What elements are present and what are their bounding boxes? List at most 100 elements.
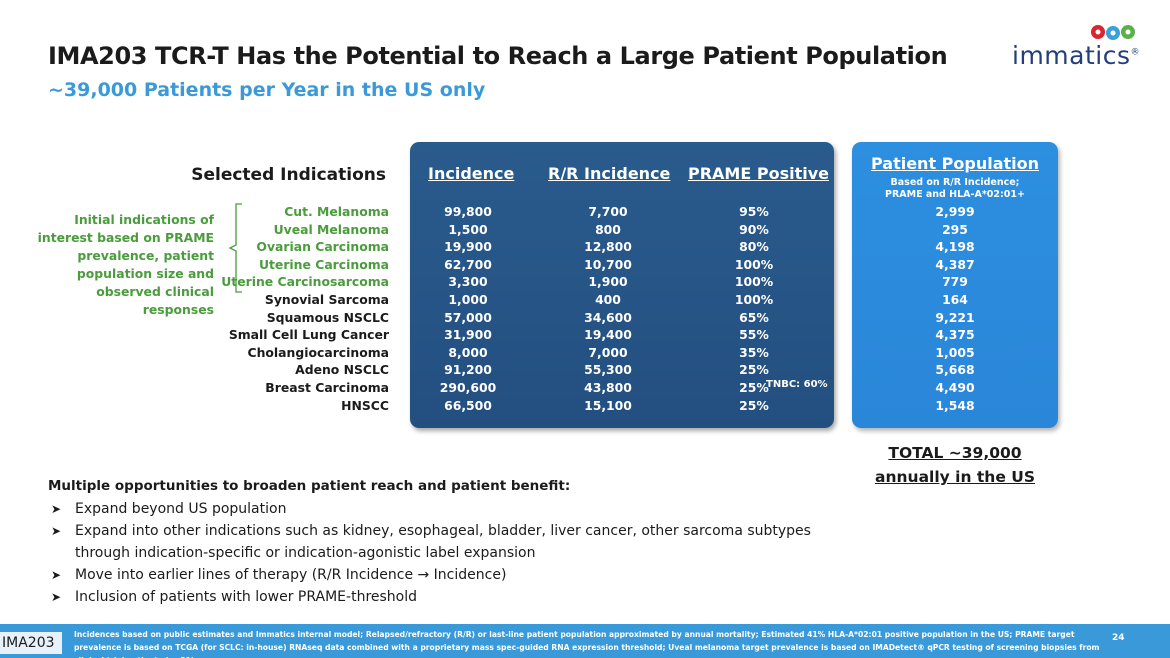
selected-indications-heading: Selected Indications [191, 165, 386, 185]
population-cell: 9,221 [935, 309, 975, 325]
page-title: IMA203 TCR-T Has the Potential to Reach … [48, 42, 948, 70]
indication-label: HNSCC [341, 397, 389, 413]
pp-sub-text: Based on R/R Incidence; PRAME and HLA-A*… [885, 177, 1025, 200]
indication-label: Ovarian Carcinoma [256, 239, 389, 255]
arrow-bullet-icon: ➤ [51, 568, 62, 582]
logo-registered: ® [1130, 47, 1140, 58]
rr-incidence-cell: 400 [595, 291, 621, 307]
prame-cell: 95% [739, 204, 769, 219]
indication-label: Uterine Carcinosarcoma [221, 274, 389, 290]
logo-dots-icon [1091, 25, 1135, 40]
prame-positive-header: PRAME Positive [688, 164, 829, 183]
opportunity-bullet: ➤ Move into earlier lines of therapy (R/R… [48, 564, 838, 586]
footer-bar [0, 624, 1170, 658]
indication-label: Small Cell Lung Cancer [228, 327, 389, 343]
logo-text: IMMATICS [1012, 41, 1131, 70]
population-cell: 1,005 [935, 344, 975, 360]
bracket-icon [228, 203, 242, 293]
footer-footnote: Incidences based on public estimates and… [74, 630, 1100, 658]
incidence-header: Incidence [428, 164, 515, 183]
incidence-cell: 1,500 [448, 221, 488, 237]
incidence-cell: 3,300 [448, 274, 488, 290]
incidence-cell: 1,000 [448, 291, 488, 307]
bullet-text: Expand beyond US population [75, 501, 287, 517]
incidence-cell: 8,000 [448, 344, 488, 360]
incidence-cell: 57,000 [444, 309, 492, 325]
incidence-cell: 19,900 [444, 239, 492, 255]
arrow-bullet-icon: ➤ [51, 590, 62, 604]
bullet-text: Expand into other indications such as ki… [75, 523, 811, 561]
indication-label: Synovial Sarcoma [264, 291, 389, 307]
prame-cell: 80% [739, 239, 769, 255]
opportunities-heading: Multiple opportunities to broaden patien… [48, 478, 571, 494]
patient-population-subheader: Based on R/R Incidence; PRAME and HLA-A*… [852, 177, 1058, 201]
total-line-2: annually in the US [875, 468, 1035, 486]
indication-label: Adeno NSCLC [295, 362, 389, 378]
population-cell: 5,668 [935, 362, 975, 378]
indication-label: Uveal Melanoma [273, 221, 389, 237]
prame-cell: 65% [739, 309, 769, 325]
total-line-1: TOTAL ~39,000 [888, 444, 1022, 462]
total-summary: TOTAL ~39,000 annually in the US [856, 441, 1054, 489]
patient-population-header: Patient Population [870, 154, 1040, 173]
indication-label: Cholangiocarcinoma [247, 344, 390, 360]
rr-incidence-cell: 800 [595, 221, 621, 237]
footer-tag: IMA203 [0, 632, 62, 654]
rr-incidence-cell: 10,700 [584, 256, 632, 272]
prame-cell: 100% [734, 274, 774, 290]
prame-cell: 25% [739, 379, 769, 395]
population-cell: 1,548 [935, 397, 975, 413]
indication-label: Cut. Melanoma [284, 204, 389, 219]
rr-incidence-cell: 15,100 [584, 397, 632, 413]
rr-incidence-cell: 7,000 [588, 344, 628, 360]
population-cell: 4,490 [935, 379, 975, 395]
incidence-panel: Incidence R/R Incidence PRAME Positive 9… [410, 142, 834, 428]
prame-cell: 100% [734, 291, 774, 307]
population-cell: 164 [942, 291, 968, 307]
opportunities-section: Multiple opportunities to broaden patien… [48, 478, 838, 608]
page-subtitle: ~39,000 Patients per Year in the US only [48, 79, 486, 101]
indication-label: Uterine Carcinoma [258, 256, 389, 272]
prame-cell: 100% [734, 256, 774, 272]
arrow-bullet-icon: ➤ [51, 524, 62, 538]
population-cell: 4,198 [935, 239, 975, 255]
rr-incidence-cell: 19,400 [584, 327, 632, 343]
rr-incidence-cell: 55,300 [584, 362, 632, 378]
patient-population-panel: Patient Population Based on R/R Incidenc… [852, 142, 1058, 428]
incidence-cell: 99,800 [444, 204, 492, 219]
population-cell: 4,387 [935, 256, 975, 272]
opportunity-bullet: ➤ Expand into other indications such as k… [48, 520, 838, 564]
incidence-cell: 62,700 [444, 256, 492, 272]
rr-incidence-header: R/R Incidence [548, 164, 671, 183]
prame-cell: 35% [739, 344, 769, 360]
population-cell: 4,375 [935, 327, 975, 343]
population-cell: 2,999 [935, 204, 975, 219]
incidence-column: 99,800 1,500 19,900 62,700 3,300 1,000 5… [424, 203, 512, 414]
incidence-cell: 91,200 [444, 362, 492, 378]
logo-wordmark: IMMATICS® [1012, 41, 1140, 70]
arrow-bullet-icon: ➤ [51, 502, 62, 516]
population-cell: 295 [942, 221, 968, 237]
incidence-cell: 290,600 [439, 379, 497, 395]
indication-label: Breast Carcinoma [265, 379, 389, 395]
population-cell: 779 [942, 274, 968, 290]
prame-positive-column: 95% 90% 80% 100% 100% 100% 65% 55% 35% 2… [706, 203, 802, 414]
prame-cell: 55% [739, 327, 769, 343]
tnbc-note: TNBC: 60% [766, 379, 828, 390]
incidence-cell: 31,900 [444, 327, 492, 343]
opportunity-bullet: ➤ Inclusion of patients with lower PRAME-… [48, 586, 838, 608]
rr-incidence-cell: 34,600 [584, 309, 632, 325]
initial-indications-note: Initial indications of interest based on… [37, 212, 214, 317]
rr-incidence-cell: 7,700 [588, 204, 628, 219]
bullet-text: Inclusion of patients with lower PRAME-t… [75, 589, 418, 605]
indication-label: Squamous NSCLC [266, 309, 389, 325]
prame-cell: 90% [739, 221, 769, 237]
rr-incidence-column: 7,700 800 12,800 10,700 1,900 400 34,600… [560, 203, 656, 414]
prame-cell: 25% [739, 397, 769, 413]
patient-population-column: 2,999 295 4,198 4,387 779 164 9,221 4,37… [852, 203, 1058, 414]
rr-incidence-cell: 12,800 [584, 239, 632, 255]
rr-incidence-cell: 43,800 [584, 379, 632, 395]
page-number: 24 [1112, 633, 1125, 643]
prame-cell: 25% [739, 362, 769, 378]
rr-incidence-cell: 1,900 [588, 274, 628, 290]
